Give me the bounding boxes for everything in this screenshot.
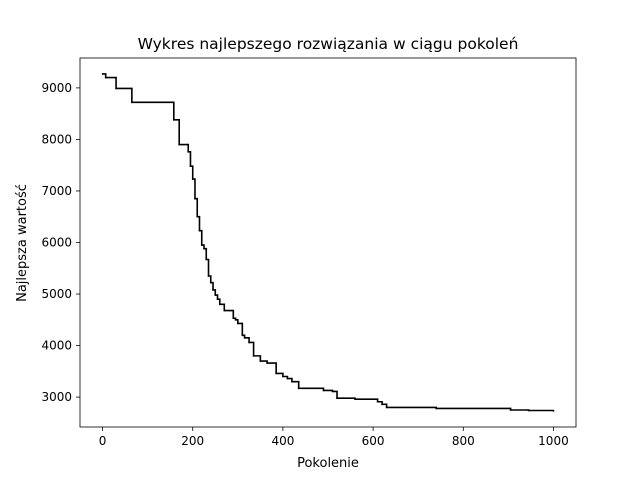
data-point (200, 244, 203, 246)
data-point (291, 380, 293, 383)
data-point (216, 298, 219, 300)
data-point (336, 397, 338, 399)
data-point (223, 309, 226, 312)
data-point (241, 334, 244, 337)
data-point (376, 400, 379, 403)
x-tick-label: 200 (181, 434, 204, 448)
data-point (212, 289, 214, 291)
x-tick-label: 1000 (538, 434, 569, 448)
data-point (248, 341, 250, 344)
data-point (232, 317, 235, 320)
data-point (237, 322, 239, 325)
data-point (322, 389, 325, 392)
y-tick-label: 3000 (41, 390, 72, 404)
data-point (214, 294, 217, 296)
data-point (205, 258, 208, 261)
data-point (331, 390, 334, 393)
y-tick-label: 8000 (41, 132, 72, 146)
x-tick-label: 400 (271, 434, 294, 448)
data-point (275, 372, 277, 375)
data-point (234, 319, 237, 321)
data-point (527, 409, 530, 412)
data-point (194, 197, 196, 200)
y-axis: 3000 4000 5000 6000 7000 8000 9000 (41, 81, 80, 404)
x-tick-label: 600 (362, 434, 385, 448)
data-point (282, 375, 284, 378)
data-point (187, 151, 190, 153)
data-point (198, 229, 201, 232)
y-tick-label: 5000 (41, 287, 72, 301)
y-tick-label: 4000 (41, 339, 72, 353)
y-tick-label: 7000 (41, 184, 72, 198)
data-point (191, 178, 194, 180)
x-tick-label: 800 (452, 434, 475, 448)
chart-title: Wykres najlepszego rozwiązania w ciągu p… (138, 35, 519, 53)
data-point (286, 377, 289, 380)
data-point (266, 362, 268, 364)
data-point (178, 143, 180, 146)
data-point (354, 398, 356, 400)
data-point (385, 406, 388, 409)
data-point (196, 215, 199, 218)
data-point (104, 76, 107, 79)
data-point (189, 165, 192, 168)
data-point (552, 410, 555, 412)
data-point (218, 303, 221, 306)
data-point (207, 275, 210, 277)
data-point (509, 409, 512, 411)
series-steps (101, 73, 555, 412)
data-point (209, 281, 212, 284)
data-point (259, 360, 262, 362)
data-point (172, 119, 175, 121)
data-point (381, 403, 383, 406)
x-axis-label: Pokolenie (297, 456, 359, 471)
data-point (297, 387, 300, 390)
x-axis: 0 200 400 600 800 1000 (99, 427, 569, 448)
data-point (115, 87, 117, 90)
data-point (252, 355, 255, 357)
data-point (131, 101, 133, 104)
y-tick-label: 6000 (41, 236, 72, 250)
data-point (203, 247, 205, 250)
y-tick-label: 9000 (41, 81, 72, 95)
data-point (435, 407, 438, 410)
data-point (243, 337, 246, 339)
plot-background (80, 58, 576, 427)
data-point (101, 73, 104, 75)
x-tick-label: 0 (99, 434, 107, 448)
y-axis-label: Najlepsza wartość (15, 184, 30, 302)
plot-area (79, 57, 577, 428)
